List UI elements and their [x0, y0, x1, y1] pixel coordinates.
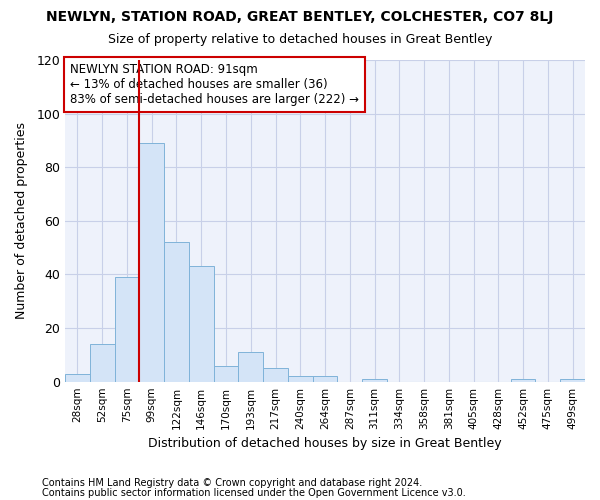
Bar	[263, 368, 288, 382]
Bar	[189, 266, 214, 382]
Bar	[214, 366, 238, 382]
Bar	[362, 379, 387, 382]
Bar	[164, 242, 189, 382]
X-axis label: Distribution of detached houses by size in Great Bentley: Distribution of detached houses by size …	[148, 437, 502, 450]
Bar	[115, 277, 139, 382]
Text: Contains public sector information licensed under the Open Government Licence v3: Contains public sector information licen…	[42, 488, 466, 498]
Bar	[313, 376, 337, 382]
Bar	[139, 143, 164, 382]
Bar	[560, 379, 585, 382]
Text: Contains HM Land Registry data © Crown copyright and database right 2024.: Contains HM Land Registry data © Crown c…	[42, 478, 422, 488]
Bar	[288, 376, 313, 382]
Bar	[90, 344, 115, 382]
Bar	[511, 379, 535, 382]
Bar	[238, 352, 263, 382]
Text: Size of property relative to detached houses in Great Bentley: Size of property relative to detached ho…	[108, 32, 492, 46]
Text: NEWLYN STATION ROAD: 91sqm
← 13% of detached houses are smaller (36)
83% of semi: NEWLYN STATION ROAD: 91sqm ← 13% of deta…	[70, 63, 359, 106]
Y-axis label: Number of detached properties: Number of detached properties	[15, 122, 28, 320]
Text: NEWLYN, STATION ROAD, GREAT BENTLEY, COLCHESTER, CO7 8LJ: NEWLYN, STATION ROAD, GREAT BENTLEY, COL…	[46, 10, 554, 24]
Bar	[65, 374, 90, 382]
